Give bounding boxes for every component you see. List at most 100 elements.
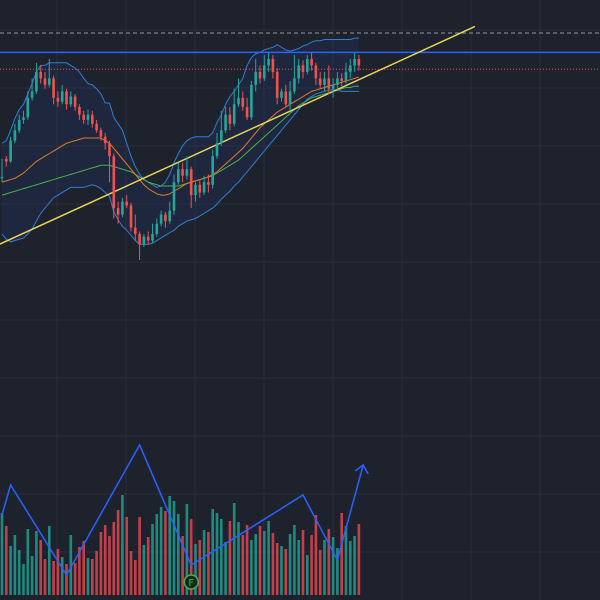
candle-body [344, 71, 348, 81]
bollinger-bands [1, 37, 359, 245]
volume-bar [310, 535, 313, 595]
candle-body [349, 65, 352, 72]
candle-body [9, 140, 12, 162]
candle-body [241, 97, 245, 107]
volume-bar [69, 535, 73, 595]
candlestick-series[interactable] [0, 52, 361, 260]
candle-body [86, 114, 90, 120]
candle-body [263, 65, 266, 79]
volume-bar [39, 540, 42, 595]
candle-body [60, 91, 64, 102]
volume-bar [194, 544, 197, 595]
candle-body [220, 130, 223, 144]
volume-bar [288, 534, 292, 595]
candle-body [353, 58, 356, 66]
zigzag-overlay[interactable] [1, 443, 369, 577]
volume-bar [323, 540, 326, 595]
volume-bar [189, 519, 193, 595]
volume-bar [121, 495, 124, 595]
volume-bar [159, 507, 163, 595]
volume-bar [5, 526, 8, 595]
event-marker-label: F [188, 578, 194, 589]
volume-bar [73, 563, 77, 595]
candle-body [280, 91, 283, 98]
trendline[interactable] [0, 25, 476, 247]
candle-body [73, 96, 77, 107]
candle-body [108, 143, 111, 157]
volume-bar [185, 504, 189, 595]
candle-body [155, 223, 159, 235]
candle-body [168, 210, 171, 222]
candle-body [215, 143, 219, 157]
candle-body [331, 84, 335, 89]
candle-body [237, 97, 240, 105]
volume-bar [215, 513, 219, 595]
volume-bar [172, 501, 176, 595]
volume-bar [43, 559, 47, 595]
volume-bar [168, 496, 171, 595]
volume-bar [357, 524, 361, 595]
candle-body [267, 58, 270, 66]
candle-body [284, 91, 288, 105]
candle-body [26, 97, 30, 118]
candle-body [22, 117, 25, 120]
volume-bar [237, 522, 240, 595]
volume-bar [9, 546, 12, 595]
volume-bar [318, 550, 322, 595]
candle-body [306, 58, 309, 72]
candle-body [48, 78, 51, 85]
candle-body [310, 58, 313, 66]
candle-body [258, 71, 262, 79]
volume-bar [48, 526, 51, 595]
event-marker[interactable]: F [183, 574, 199, 590]
candle-body [293, 78, 296, 92]
volume-bar [86, 558, 90, 595]
candle-body [39, 71, 42, 79]
volume-bar [220, 519, 223, 595]
candle-body [78, 106, 81, 115]
volume-bar [198, 540, 202, 595]
volume-bar [30, 556, 34, 595]
candle-body [99, 130, 103, 137]
candle-body [232, 104, 236, 124]
candle-body [194, 184, 197, 196]
candle-body [0, 176, 4, 179]
candle-body [172, 182, 176, 211]
candle-body [65, 91, 68, 105]
volume-bar [151, 524, 154, 595]
volume-bar [82, 541, 85, 595]
candle-body [134, 227, 137, 235]
volume-bar [177, 514, 180, 595]
volume-bar [164, 511, 167, 595]
volume-bar [125, 517, 128, 595]
candle-body [129, 205, 133, 228]
volume-bar [155, 514, 159, 595]
volume-bar [22, 564, 25, 595]
volume-bar [60, 557, 64, 595]
zigzag-line [1, 443, 364, 577]
volume-bar [78, 547, 81, 595]
candle-body [336, 78, 339, 85]
candle-body [357, 58, 361, 66]
candle-body [35, 71, 38, 92]
volume-bar [224, 542, 227, 595]
moving-averages [1, 76, 360, 196]
ma-slow-line [1, 85, 359, 196]
candle-body [254, 71, 257, 85]
candle-body [189, 169, 193, 196]
volume-bar [258, 526, 262, 595]
volume-bar [280, 546, 283, 595]
volume-bar [331, 537, 335, 595]
volume-bar [146, 537, 150, 595]
candle-body [91, 114, 94, 124]
candle-body [228, 114, 232, 124]
volume-bar [228, 521, 232, 595]
volume-bar [271, 533, 275, 595]
event-marker-circle[interactable] [183, 574, 199, 590]
volume-bar [297, 540, 300, 595]
volume-bar [327, 529, 331, 595]
candle-body [82, 114, 85, 120]
